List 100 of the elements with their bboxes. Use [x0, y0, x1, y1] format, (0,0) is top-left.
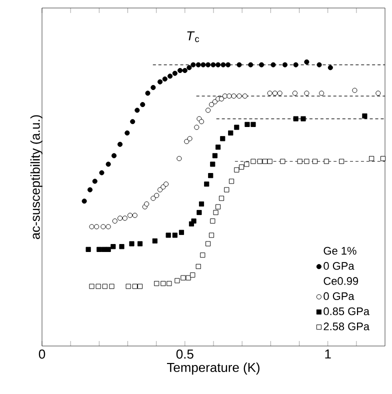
point — [280, 158, 286, 164]
point — [106, 246, 111, 252]
point — [208, 102, 214, 108]
point — [210, 218, 216, 224]
point — [220, 136, 226, 142]
point — [117, 142, 123, 147]
point — [304, 59, 310, 65]
point — [228, 178, 234, 184]
point — [196, 264, 201, 270]
point — [164, 182, 169, 187]
point — [272, 90, 278, 96]
point — [178, 68, 183, 74]
point — [292, 90, 298, 96]
point — [212, 153, 218, 158]
point — [117, 216, 123, 221]
point — [213, 210, 218, 216]
point — [174, 278, 180, 284]
x-axis-title: Temperature (K) — [167, 362, 260, 375]
point — [206, 241, 211, 246]
point — [166, 232, 171, 238]
point — [124, 130, 130, 136]
point — [362, 113, 368, 118]
point — [206, 62, 211, 68]
point — [316, 62, 322, 68]
point — [293, 62, 298, 68]
point — [208, 232, 214, 238]
point — [208, 173, 214, 178]
x-tick-label: 0 — [38, 350, 46, 359]
point — [231, 94, 236, 99]
point — [150, 84, 156, 90]
point — [100, 224, 106, 230]
point — [182, 68, 188, 74]
point — [145, 90, 150, 96]
legend-label: 0 GPa — [324, 292, 354, 300]
point — [226, 94, 232, 99]
point — [236, 94, 242, 99]
point — [304, 158, 310, 164]
point — [138, 241, 143, 246]
point — [282, 62, 288, 68]
point — [178, 230, 184, 235]
point — [196, 210, 202, 216]
point — [154, 280, 160, 286]
x-tick-label: 0.5 — [176, 350, 194, 359]
point — [180, 275, 186, 280]
point — [226, 62, 231, 68]
point — [122, 216, 128, 221]
point — [369, 156, 374, 162]
point — [166, 280, 172, 286]
point — [109, 284, 114, 289]
point — [82, 198, 87, 204]
point — [132, 212, 138, 218]
point — [187, 136, 192, 142]
point — [190, 272, 196, 278]
point — [216, 204, 221, 210]
point — [186, 65, 192, 70]
point — [244, 122, 250, 127]
point — [144, 201, 150, 207]
y-axis-title: ac-susceptibility (a.u.) — [30, 115, 42, 240]
point — [89, 284, 94, 289]
point — [106, 224, 111, 230]
point — [96, 246, 102, 252]
point — [210, 162, 216, 167]
point — [89, 224, 94, 230]
point — [152, 238, 158, 244]
point — [87, 187, 93, 192]
point — [218, 196, 224, 201]
point — [218, 96, 224, 102]
point — [234, 124, 240, 130]
point — [191, 218, 196, 224]
point — [158, 79, 163, 84]
point — [186, 275, 191, 280]
point — [172, 70, 178, 76]
point — [293, 116, 298, 122]
point — [216, 144, 221, 150]
point — [380, 156, 386, 162]
point — [127, 212, 133, 218]
point — [248, 62, 254, 68]
point — [132, 284, 138, 289]
point — [154, 192, 160, 198]
point — [206, 108, 211, 113]
point — [277, 90, 282, 96]
legend-label: 0.85 GPa — [324, 307, 370, 316]
point — [222, 94, 228, 99]
point — [234, 167, 240, 172]
point — [328, 65, 333, 70]
point — [184, 138, 190, 144]
point — [204, 182, 210, 187]
point — [376, 90, 381, 96]
point — [270, 62, 276, 68]
point — [210, 62, 216, 68]
point — [297, 158, 302, 164]
point — [267, 90, 272, 96]
point — [138, 284, 143, 289]
point — [324, 158, 329, 164]
point — [162, 76, 168, 82]
point — [300, 116, 306, 122]
annotation: Ce0.99 — [324, 277, 358, 285]
legend-label: 0 GPa — [324, 262, 354, 270]
point — [304, 90, 310, 96]
legend-title: Ge 1% — [324, 246, 356, 255]
